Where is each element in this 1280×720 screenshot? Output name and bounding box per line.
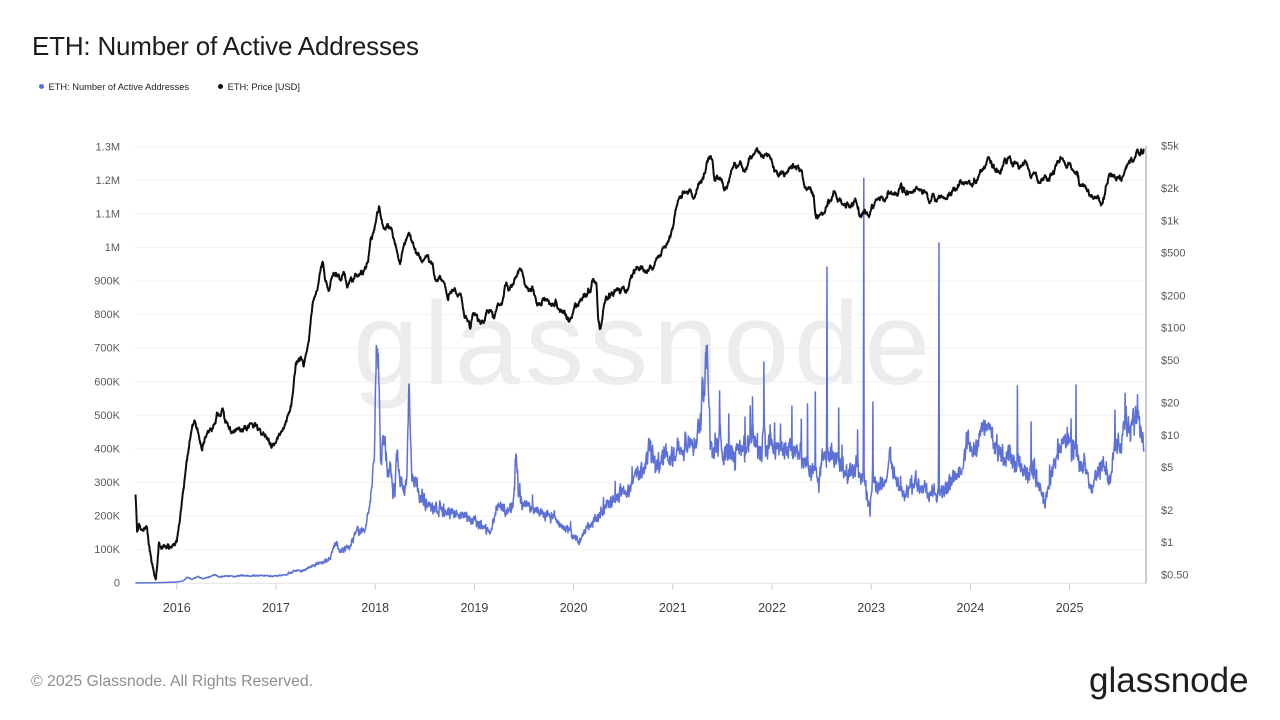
svg-text:2023: 2023: [857, 601, 885, 615]
svg-text:2017: 2017: [262, 601, 290, 615]
svg-text:700K: 700K: [94, 343, 120, 355]
svg-text:2025: 2025: [1056, 601, 1084, 615]
svg-text:1.1M: 1.1M: [96, 208, 120, 220]
svg-text:$5: $5: [1161, 462, 1173, 474]
svg-text:0: 0: [114, 578, 120, 590]
svg-text:900K: 900K: [94, 276, 120, 288]
svg-text:100K: 100K: [94, 544, 120, 556]
svg-text:2020: 2020: [560, 601, 588, 615]
svg-text:400K: 400K: [94, 443, 120, 455]
svg-text:$2k: $2k: [1161, 183, 1179, 195]
svg-text:800K: 800K: [94, 309, 120, 321]
svg-text:2022: 2022: [758, 601, 786, 615]
svg-text:$0.50: $0.50: [1161, 569, 1189, 581]
svg-text:$2: $2: [1161, 505, 1173, 517]
svg-text:$1: $1: [1161, 537, 1173, 549]
svg-text:$20: $20: [1161, 398, 1179, 410]
svg-text:2019: 2019: [460, 601, 488, 615]
svg-text:2018: 2018: [361, 601, 389, 615]
svg-text:$100: $100: [1161, 323, 1185, 335]
svg-text:1.3M: 1.3M: [96, 141, 120, 153]
svg-text:2024: 2024: [956, 601, 984, 615]
svg-text:1M: 1M: [105, 242, 120, 254]
svg-text:$10: $10: [1161, 430, 1179, 442]
svg-text:200K: 200K: [94, 511, 120, 523]
svg-text:2016: 2016: [163, 601, 191, 615]
svg-text:$5k: $5k: [1161, 141, 1179, 153]
svg-text:500K: 500K: [94, 410, 120, 422]
svg-text:2021: 2021: [659, 601, 687, 615]
svg-text:$50: $50: [1161, 355, 1179, 367]
svg-text:300K: 300K: [94, 477, 120, 489]
svg-text:$500: $500: [1161, 248, 1185, 260]
svg-text:$1k: $1k: [1161, 215, 1179, 227]
svg-text:1.2M: 1.2M: [96, 175, 120, 187]
svg-text:600K: 600K: [94, 376, 120, 388]
svg-text:$200: $200: [1161, 290, 1185, 302]
